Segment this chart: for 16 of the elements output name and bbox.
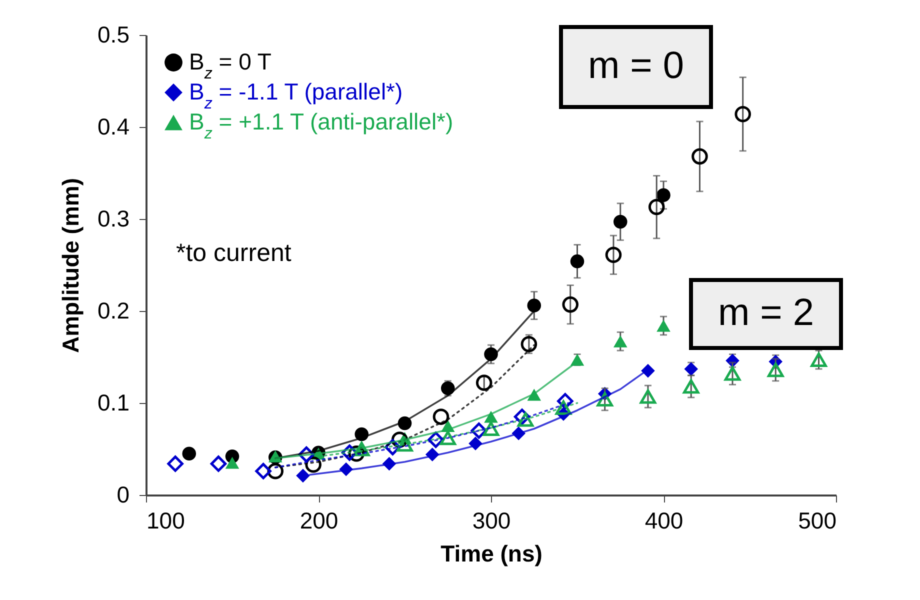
y-tick-label: 0.4 [98,114,130,140]
x-axis-title: Time (ns) [440,540,542,566]
y-tick-label: 0.5 [98,22,130,48]
x-tick-label: 400 [644,508,684,534]
y-tick-label: 0.2 [98,298,130,324]
x-tick-label: 200 [300,508,338,534]
y-tick-label: 0 [116,482,130,508]
x-tick-label: 500 [798,508,836,534]
annotation: m = 2 [718,292,814,334]
y-tick-label: 0.1 [98,390,130,416]
x-tick-label: 100 [146,508,185,534]
y-tick-label: 0.3 [98,206,130,232]
y-axis-title: Amplitude (mm) [58,178,84,354]
annotation: m = 0 [588,45,684,87]
annotation: *to current [176,239,292,267]
x-tick-label: 300 [472,508,511,534]
